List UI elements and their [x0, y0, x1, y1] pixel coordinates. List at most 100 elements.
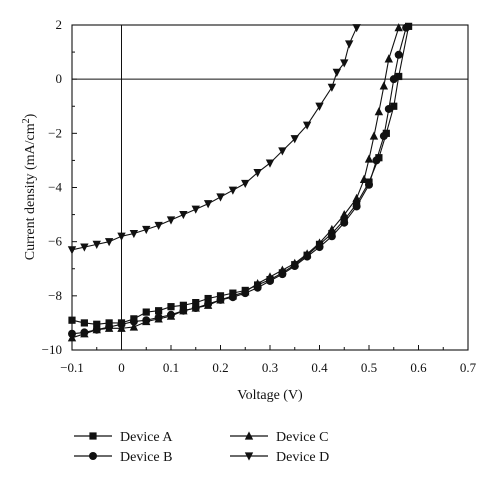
- series-line-device-d: [71, 27, 358, 251]
- data-point-device-d: [142, 225, 151, 235]
- data-point-device-d: [352, 24, 361, 33]
- data-point-device-a: [167, 303, 175, 311]
- data-point-device-b: [389, 75, 398, 84]
- data-point-device-b: [340, 218, 349, 227]
- series-line-device-b: [71, 27, 407, 335]
- data-point-device-d: [117, 232, 126, 241]
- x-tick-label: 0.6: [410, 360, 427, 375]
- data-point-device-d: [241, 179, 250, 189]
- y-tick-label: −6: [48, 234, 62, 249]
- data-point-device-d: [67, 246, 77, 255]
- reference-lines-layer: [72, 25, 468, 350]
- data-point-device-d: [332, 68, 342, 77]
- series-layer: [67, 22, 413, 342]
- legend-item-device-b: Device B: [74, 450, 172, 465]
- data-point-device-c: [369, 131, 379, 140]
- data-point-device-d: [179, 210, 188, 220]
- y-tick-label: 0: [56, 71, 63, 86]
- legend-marker-device-a: [89, 432, 97, 440]
- x-tick-label: 0.4: [311, 360, 328, 375]
- legend-item-device-d: Device D: [230, 450, 329, 465]
- y-tick-label: 2: [56, 17, 63, 32]
- data-point-device-d: [302, 121, 312, 130]
- data-point-device-b: [129, 317, 138, 326]
- data-point-device-b: [379, 132, 388, 141]
- data-point-device-c: [203, 300, 213, 309]
- data-point-device-d: [327, 83, 337, 92]
- x-tick-label: 0.3: [262, 360, 278, 375]
- data-point-device-a: [179, 301, 187, 309]
- x-tick-label: 0.7: [460, 360, 477, 375]
- data-point-device-c: [327, 224, 337, 234]
- data-point-device-d: [92, 240, 101, 249]
- data-point-device-c: [92, 325, 101, 334]
- data-point-device-c: [191, 303, 200, 312]
- data-point-device-c: [228, 291, 238, 300]
- data-point-device-b: [402, 23, 411, 32]
- data-point-device-c: [290, 258, 299, 267]
- data-point-device-d: [203, 200, 213, 209]
- data-point-device-c: [384, 54, 393, 63]
- data-point-device-b: [394, 50, 403, 59]
- data-point-device-c: [117, 323, 126, 332]
- data-point-device-c: [374, 107, 384, 116]
- legend-label-device-c: Device C: [276, 430, 328, 445]
- legend-item-device-a: Device A: [74, 430, 173, 445]
- data-point-device-c: [315, 238, 324, 247]
- legend-label-device-d: Device D: [276, 450, 329, 465]
- legend-label-device-a: Device A: [120, 430, 173, 445]
- data-point-device-c: [166, 311, 176, 320]
- data-point-device-c: [278, 265, 287, 274]
- data-point-device-c: [129, 322, 139, 331]
- data-point-device-d: [278, 147, 287, 156]
- data-point-device-c: [67, 333, 77, 342]
- data-point-device-a: [155, 307, 163, 315]
- series-device-a: [68, 22, 413, 328]
- data-point-device-a: [93, 320, 101, 328]
- data-point-device-d: [191, 205, 200, 214]
- data-point-device-a: [142, 308, 150, 316]
- data-point-device-d: [253, 169, 262, 178]
- data-point-device-c: [265, 272, 275, 281]
- legend-item-device-c: Device C: [230, 430, 328, 445]
- data-point-device-b: [327, 232, 336, 241]
- data-point-device-a: [204, 294, 212, 303]
- data-point-device-a: [192, 299, 200, 307]
- data-point-device-c: [340, 209, 349, 219]
- data-point-device-c: [394, 23, 403, 32]
- y-tick-label: −8: [48, 288, 62, 303]
- legend-label-device-b: Device B: [120, 450, 172, 465]
- data-point-device-d: [340, 59, 349, 68]
- data-point-device-c: [179, 306, 188, 315]
- data-point-device-d: [290, 135, 299, 144]
- data-point-device-c: [302, 249, 312, 258]
- series-line-device-a: [71, 26, 410, 325]
- legend: Device A Device B Device C Device D: [74, 430, 329, 465]
- data-point-device-a: [395, 72, 403, 81]
- y-axis-label: Current density (mA/cm2): [21, 113, 39, 260]
- series-device-d: [67, 24, 361, 255]
- y-axis-label-close: ): [23, 113, 38, 118]
- data-point-device-d: [345, 40, 354, 49]
- data-point-device-b: [372, 156, 381, 165]
- data-point-device-d: [80, 243, 89, 252]
- x-tick-label: 0.1: [163, 360, 179, 375]
- series-device-b: [68, 23, 411, 338]
- x-tick-label: 0.5: [361, 360, 377, 375]
- data-point-device-c: [241, 287, 250, 296]
- x-tick-label: 0.2: [212, 360, 228, 375]
- data-point-device-c: [253, 279, 262, 288]
- data-point-device-a: [80, 319, 88, 327]
- data-point-device-b: [384, 104, 393, 113]
- data-point-device-a: [390, 102, 398, 110]
- data-point-device-c: [104, 323, 114, 332]
- y-tick-label: −4: [48, 180, 62, 195]
- data-point-device-d: [228, 186, 238, 195]
- x-axis-label: Voltage (V): [237, 388, 303, 403]
- data-point-device-c: [379, 81, 389, 90]
- plot-frame: [71, 24, 469, 351]
- data-point-device-d: [104, 238, 114, 247]
- data-point-device-d: [154, 221, 163, 231]
- data-point-device-a: [68, 316, 76, 324]
